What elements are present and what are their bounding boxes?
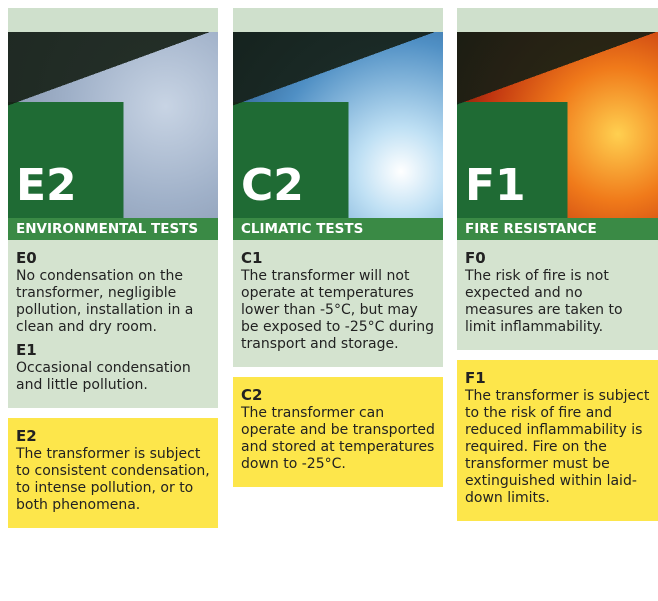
class-heading: E1 (16, 342, 210, 359)
section-title: ENVIRONMENTAL TESTS (8, 218, 218, 240)
top-strip (233, 8, 443, 32)
class-text: The transformer will not operate at temp… (241, 268, 435, 353)
test-code: C2 (241, 160, 304, 211)
class-text: The risk of fire is not expected and no … (465, 268, 650, 336)
class-text: The transformer can operate and be trans… (241, 405, 435, 473)
class-heading: F0 (465, 250, 650, 267)
class-text: No condensation on the transformer, negl… (16, 268, 210, 336)
photo: E2 (8, 32, 218, 218)
top-strip (8, 8, 218, 32)
test-code: E2 (16, 160, 77, 211)
class-heading: C1 (241, 250, 435, 267)
class-text: The transformer is subject to consistent… (16, 446, 210, 514)
class-heading: E0 (16, 250, 210, 267)
section-title: CLIMATIC TESTS (233, 218, 443, 240)
class-text: The transformer is subject to the risk o… (465, 388, 650, 507)
section-title: FIRE RESISTANCE (457, 218, 658, 240)
photo: F1 (457, 32, 658, 218)
class-text: Occasional condensation and little pollu… (16, 360, 210, 394)
photo: C2 (233, 32, 443, 218)
class-heading: F1 (465, 370, 650, 387)
class-heading: C2 (241, 387, 435, 404)
page: E2ENVIRONMENTAL TESTSE0No condensation o… (0, 0, 658, 601)
class-heading: E2 (16, 428, 210, 445)
top-strip (457, 8, 658, 32)
test-code: F1 (465, 160, 526, 211)
